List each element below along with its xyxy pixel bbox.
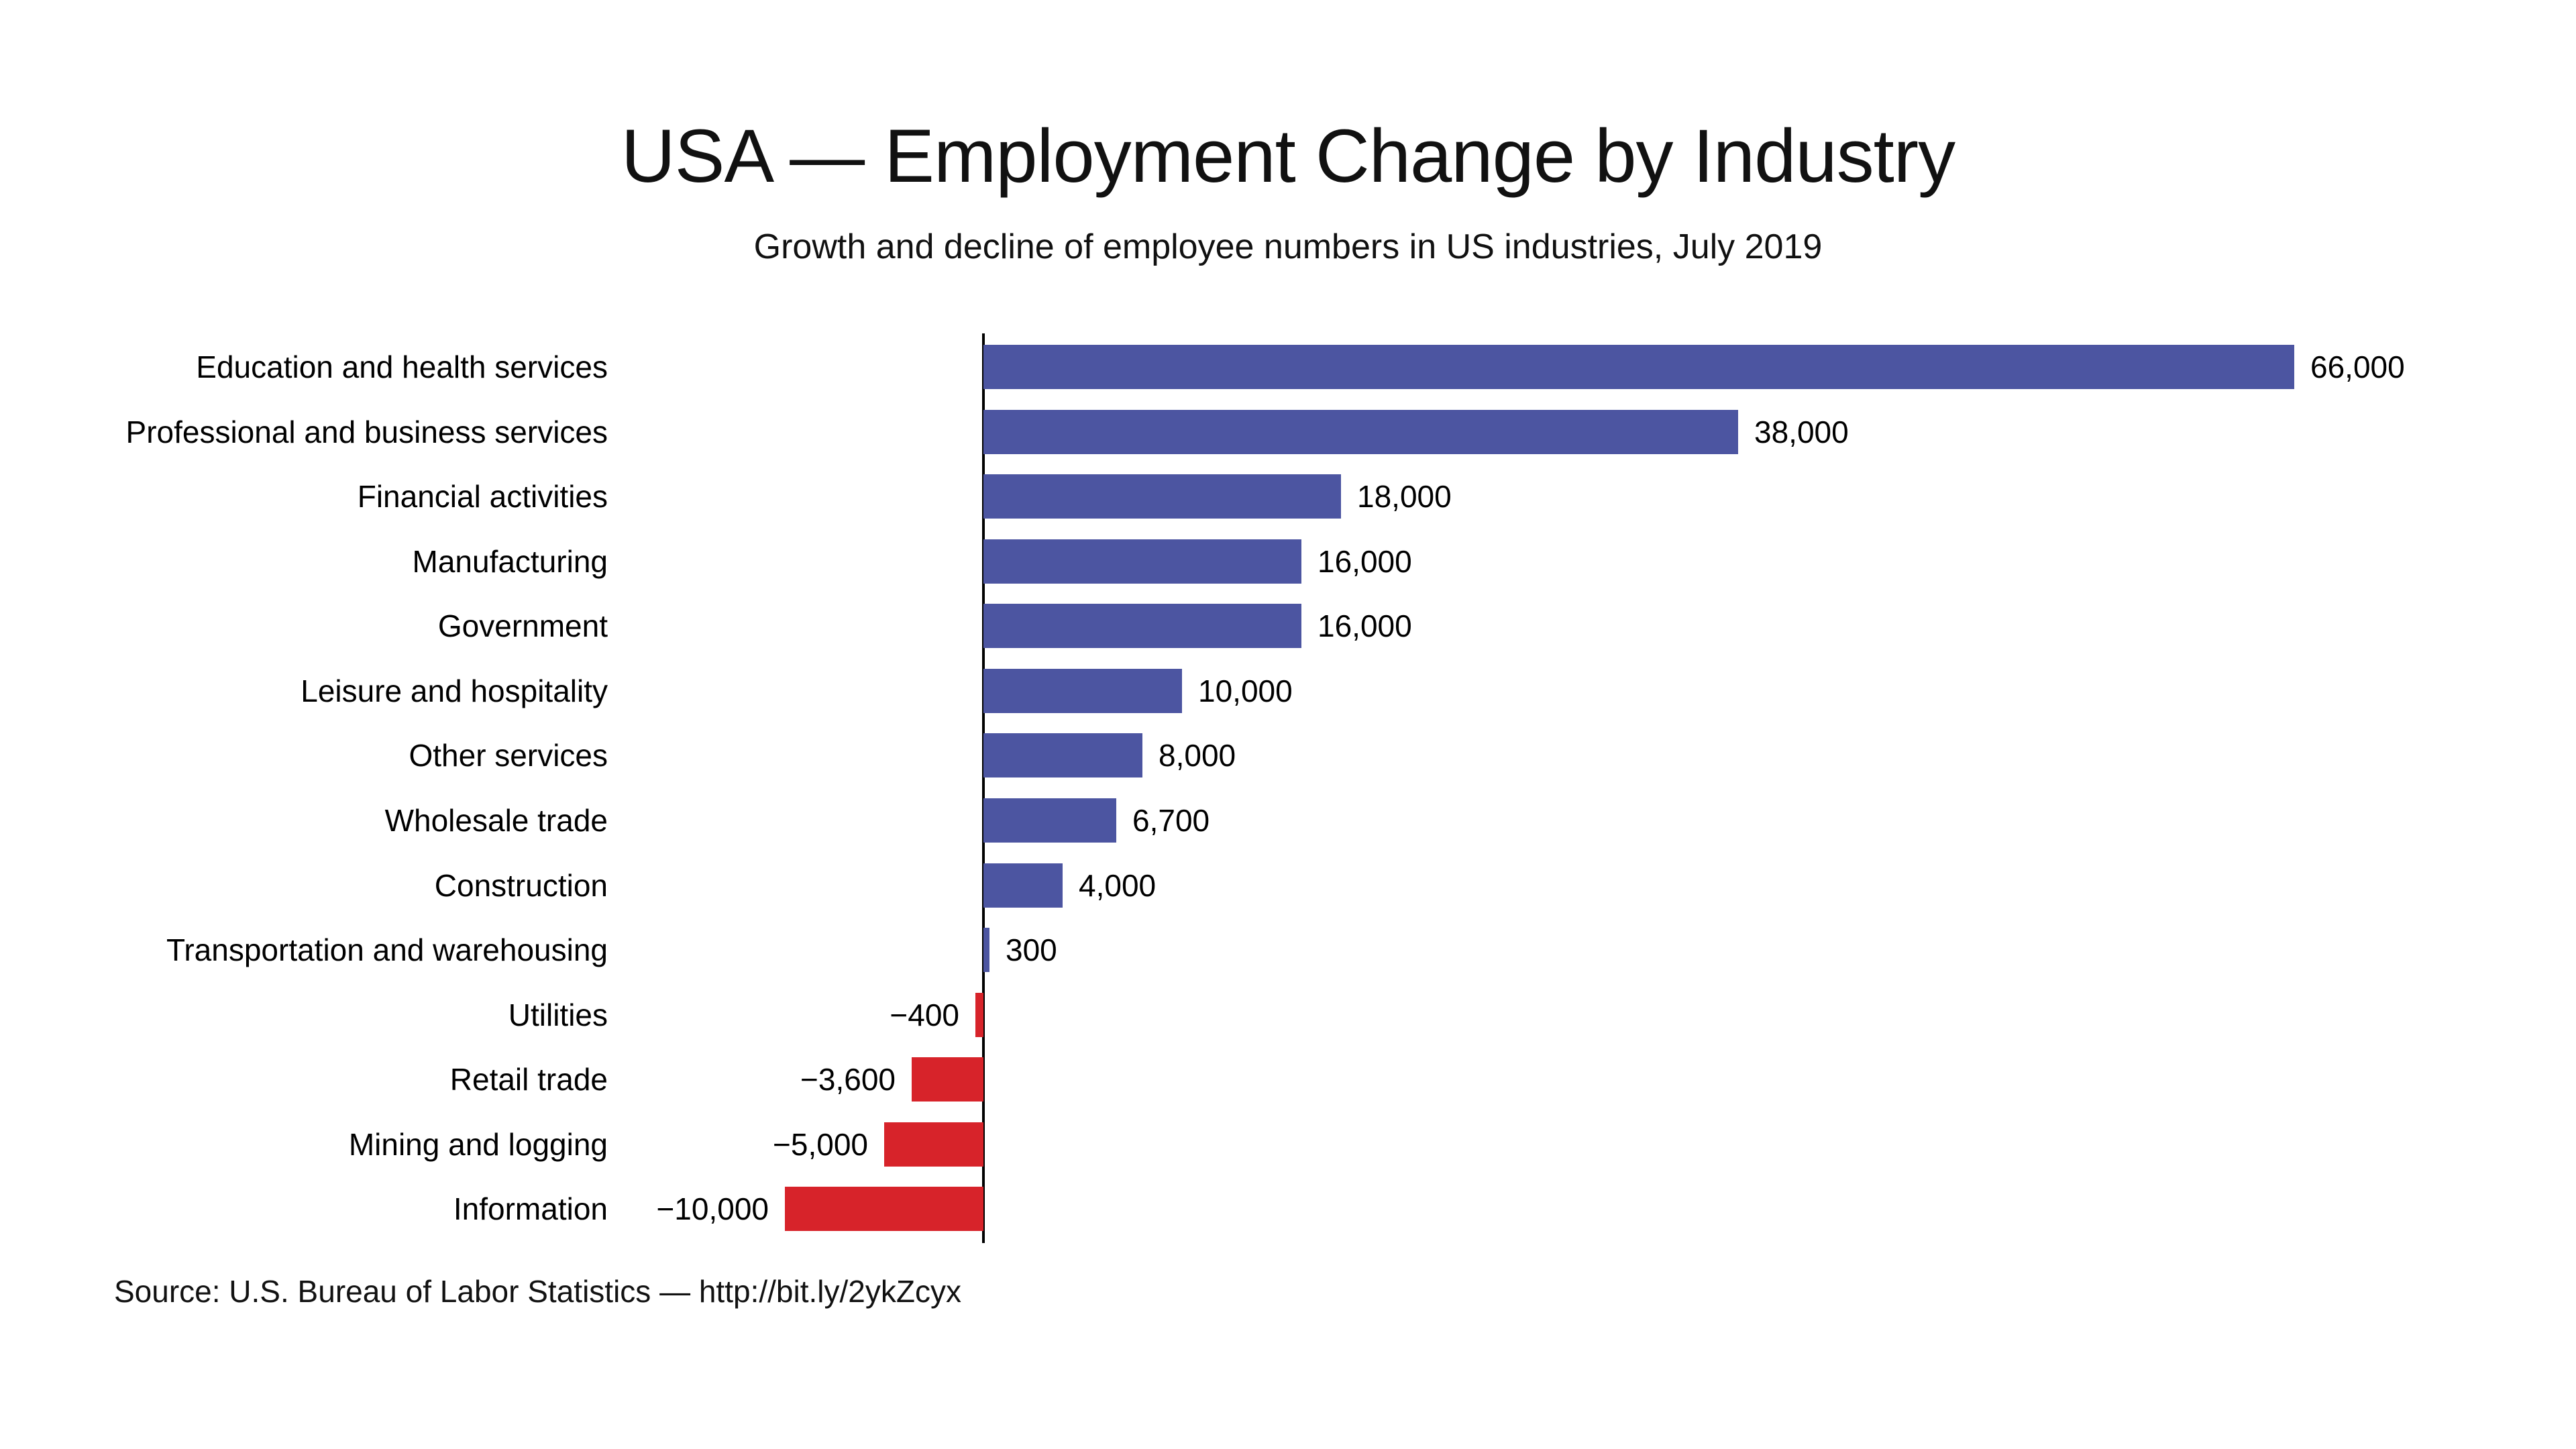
bar-positive: [983, 345, 2294, 389]
bar-negative: [975, 993, 983, 1037]
chart-title: USA — Employment Change by Industry: [621, 114, 1955, 198]
bar-positive: [983, 410, 1738, 454]
bar-row: Retail trade −3,600: [0, 1057, 2576, 1102]
bar-positive: [983, 733, 1142, 777]
value-label: −400: [890, 998, 959, 1032]
value-label: −5,000: [773, 1127, 868, 1162]
value-label: 4,000: [1079, 868, 1157, 903]
bar-row: Construction 4,000: [0, 863, 2576, 908]
category-label: Utilities: [508, 998, 608, 1032]
bar-row: Professional and business services 38,000: [0, 410, 2576, 454]
bar-chart-plot-area: Education and health services 66,000 Profe…: [0, 333, 2576, 1243]
category-label: Retail trade: [449, 1062, 608, 1097]
value-label: 16,000: [1318, 544, 1412, 579]
bar-row: Leisure and hospitality 10,000: [0, 669, 2576, 713]
value-label: −3,600: [800, 1062, 896, 1097]
bar-positive: [983, 798, 1116, 843]
value-label: 10,000: [1198, 674, 1293, 708]
chart-subtitle: Growth and decline of employee numbers i…: [753, 227, 1823, 266]
bar-positive: [983, 474, 1341, 519]
bar-row: Other services 8,000: [0, 733, 2576, 777]
bar-positive: [983, 604, 1301, 648]
value-label: 66,000: [2310, 350, 2405, 384]
category-label: Professional and business services: [125, 415, 608, 449]
value-label: 8,000: [1159, 738, 1236, 773]
bar-positive: [983, 539, 1301, 584]
bar-negative: [912, 1057, 983, 1102]
value-label: 18,000: [1357, 479, 1452, 514]
category-label: Transportation and warehousing: [166, 932, 608, 967]
bar-row: Education and health services 66,000: [0, 345, 2576, 389]
bar-positive: [983, 928, 989, 972]
value-label: 300: [1006, 932, 1057, 967]
bar-row: Utilities −400: [0, 993, 2576, 1037]
category-label: Construction: [434, 868, 608, 903]
value-label: −10,000: [656, 1191, 769, 1226]
bar-row: Mining and logging −5,000: [0, 1122, 2576, 1167]
category-label: Information: [453, 1191, 608, 1226]
category-label: Mining and logging: [348, 1127, 608, 1162]
bar-row: Manufacturing 16,000: [0, 539, 2576, 584]
bar-negative: [785, 1187, 983, 1231]
category-label: Government: [437, 608, 608, 643]
bar-positive: [983, 863, 1063, 908]
source-note: Source: U.S. Bureau of Labor Statistics …: [114, 1274, 961, 1309]
bar-positive: [983, 669, 1182, 713]
category-label: Leisure and hospitality: [301, 674, 608, 708]
bar-row: Government 16,000: [0, 604, 2576, 648]
zero-axis-line: [982, 333, 985, 1243]
category-label: Wholesale trade: [384, 803, 608, 838]
bar-row: Information −10,000: [0, 1187, 2576, 1231]
value-label: 6,700: [1132, 803, 1210, 838]
bar-row: Transportation and warehousing 300: [0, 928, 2576, 972]
category-label: Financial activities: [357, 479, 608, 514]
category-label: Manufacturing: [412, 544, 608, 579]
value-label: 16,000: [1318, 608, 1412, 643]
bar-row: Wholesale trade 6,700: [0, 798, 2576, 843]
value-label: 38,000: [1754, 415, 1849, 449]
category-label: Education and health services: [196, 350, 608, 384]
bar-negative: [884, 1122, 983, 1167]
bar-row: Financial activities 18,000: [0, 474, 2576, 519]
category-label: Other services: [409, 738, 608, 773]
